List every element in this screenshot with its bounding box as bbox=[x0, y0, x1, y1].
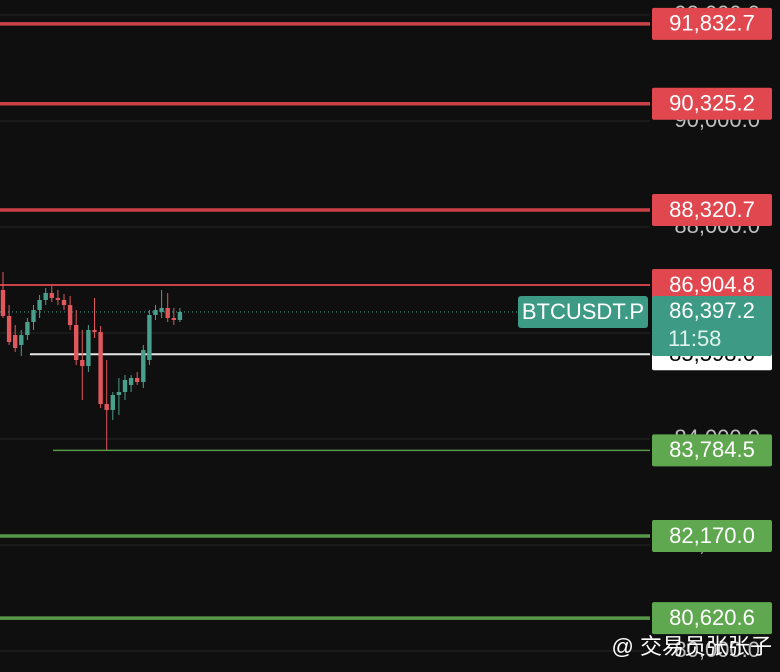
symbol-label: BTCUSDT.P bbox=[522, 299, 644, 324]
price-tag-label: 80,620.6 bbox=[669, 605, 755, 630]
candle-body bbox=[25, 321, 30, 336]
candle-body bbox=[0, 290, 6, 316]
price-tag bbox=[652, 7, 772, 40]
price-tag-label: 90,325.2 bbox=[669, 91, 755, 116]
candle-body bbox=[135, 378, 140, 383]
price-tag-label: 83,784.5 bbox=[669, 437, 755, 462]
price-tag bbox=[652, 519, 772, 552]
price-tag-label: 86,904.8 bbox=[669, 272, 755, 297]
price-tag bbox=[652, 269, 772, 302]
price-tag-label: 88,320.7 bbox=[669, 197, 755, 222]
candle-body bbox=[74, 325, 79, 360]
candle-body bbox=[153, 310, 158, 315]
candle-body bbox=[141, 350, 146, 383]
candle-body bbox=[147, 314, 152, 360]
y-tick-label: 80,000.0 bbox=[674, 637, 760, 662]
candle-body bbox=[128, 378, 134, 385]
candle-body bbox=[13, 335, 18, 349]
candle-body bbox=[92, 329, 97, 332]
candle-body bbox=[67, 305, 73, 326]
candle-body bbox=[159, 307, 164, 312]
price-tag-label: 82,170.0 bbox=[669, 523, 755, 548]
candle-body bbox=[19, 335, 24, 345]
watermark: @ 交易员张张子 bbox=[612, 634, 772, 659]
candle-body bbox=[171, 318, 176, 321]
price-tag bbox=[652, 194, 772, 227]
candle-body bbox=[122, 380, 128, 392]
candle-body bbox=[49, 292, 54, 299]
candle-body bbox=[116, 391, 122, 396]
countdown: 11:58 bbox=[668, 326, 721, 351]
candle-body bbox=[165, 307, 170, 319]
last-price-tag bbox=[652, 295, 772, 356]
price-tag-label: 91,832.7 bbox=[669, 11, 755, 36]
candle-body bbox=[104, 404, 109, 411]
candle-body bbox=[80, 359, 85, 367]
candle-body bbox=[43, 292, 48, 300]
candle-body bbox=[177, 311, 183, 321]
candle-body bbox=[37, 299, 42, 311]
candle-body bbox=[6, 315, 12, 343]
candle-body bbox=[61, 299, 67, 306]
candle-body bbox=[31, 310, 36, 322]
candle-body bbox=[110, 395, 115, 411]
symbol-tag bbox=[518, 295, 648, 328]
candle-body bbox=[86, 329, 91, 367]
candle-body bbox=[55, 298, 61, 300]
candle-body bbox=[98, 331, 103, 405]
price-tag bbox=[652, 434, 772, 467]
price-tag bbox=[652, 87, 772, 120]
last-price-label: 86,397.2 bbox=[669, 298, 755, 323]
price-tag bbox=[652, 602, 772, 635]
